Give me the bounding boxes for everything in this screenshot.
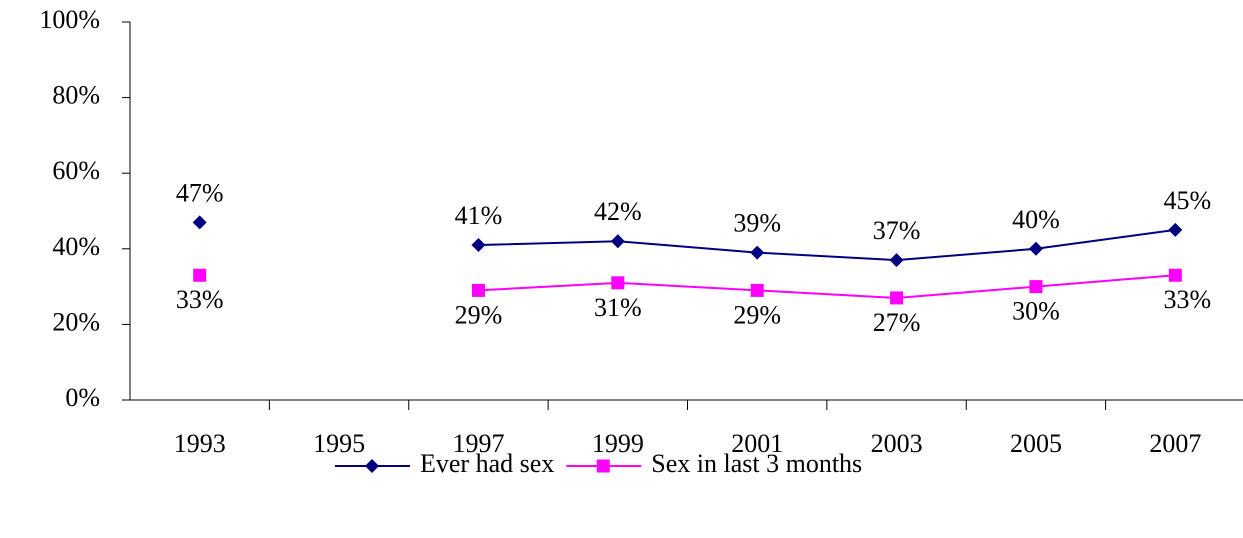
x-tick-label: 1997 — [452, 429, 504, 458]
data-point — [1168, 222, 1183, 237]
series-line — [478, 228, 1176, 262]
data-point — [611, 276, 625, 290]
data-point — [1168, 268, 1182, 282]
data-label: 29% — [455, 300, 503, 329]
data-label: 33% — [176, 285, 224, 314]
x-tick-label: 2007 — [1149, 429, 1201, 458]
x-tick-label: 1995 — [313, 429, 365, 458]
data-point — [471, 283, 485, 297]
data-point — [1029, 280, 1043, 294]
y-tick-label: 100% — [39, 5, 100, 34]
legend-label: Sex in last 3 months — [651, 449, 862, 478]
data-point — [610, 234, 625, 249]
data-label: 41% — [455, 201, 503, 230]
x-tick-label: 1999 — [592, 429, 644, 458]
data-point — [750, 245, 765, 260]
y-tick-label: 40% — [52, 232, 100, 261]
data-label: 31% — [594, 293, 642, 322]
data-label: 33% — [1163, 285, 1211, 314]
data-label: 40% — [1012, 205, 1060, 234]
data-point — [1028, 241, 1043, 256]
data-label: 27% — [873, 308, 921, 337]
y-tick-label: 0% — [65, 383, 100, 412]
data-label: 42% — [594, 197, 642, 226]
series-line — [478, 274, 1176, 299]
data-point — [193, 268, 207, 282]
data-label: 29% — [733, 300, 781, 329]
data-label: 39% — [733, 209, 781, 238]
legend-marker — [596, 459, 610, 473]
x-tick-label: 2005 — [1010, 429, 1062, 458]
data-label: 45% — [1163, 186, 1211, 215]
data-point — [471, 238, 486, 253]
data-point — [890, 291, 904, 305]
legend-marker — [365, 459, 379, 473]
data-point — [750, 283, 764, 297]
x-tick-label: 2003 — [871, 429, 923, 458]
y-tick-label: 80% — [52, 81, 100, 110]
x-tick-label: 1993 — [174, 429, 226, 458]
legend-label: Ever had sex — [420, 449, 554, 478]
data-point — [192, 215, 207, 230]
y-tick-label: 20% — [52, 307, 100, 336]
data-label: 30% — [1012, 297, 1060, 326]
data-label: 47% — [176, 178, 224, 207]
data-point — [889, 253, 904, 268]
x-tick-label: 2001 — [731, 429, 783, 458]
y-tick-label: 60% — [52, 156, 100, 185]
data-label: 37% — [873, 216, 921, 245]
